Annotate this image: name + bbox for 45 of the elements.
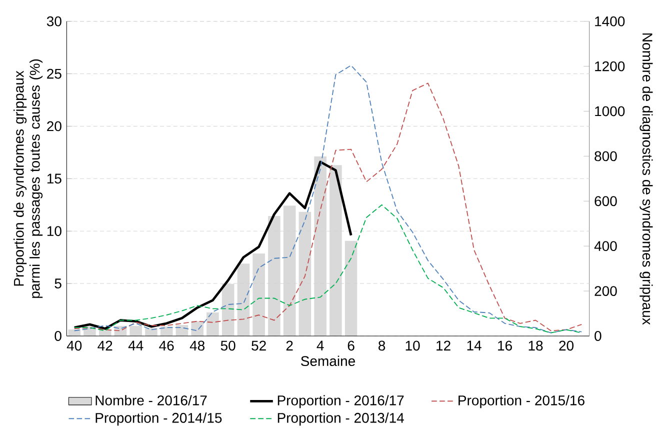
x-tick-label: 8 — [378, 340, 386, 351]
y-tick-label: 0 — [54, 331, 62, 341]
y2-tick-label: 1400 — [595, 16, 625, 26]
legend-label: Proportion - 2015/16 — [458, 395, 584, 408]
y-tick-label: 10 — [47, 226, 62, 236]
y2-tick-label: 1000 — [595, 106, 625, 116]
x-tick-label: 44 — [128, 340, 144, 350]
y-axis-title: Proportion de syndromes grippaux parmi les passages toutes causes (%) — [14, 59, 43, 298]
y-tick-label: 20 — [47, 121, 62, 132]
line-series — [73, 160, 352, 330]
x-tick-label: 48 — [190, 340, 205, 351]
x-tick-label: 46 — [159, 340, 174, 351]
x-tick-label: 14 — [467, 340, 482, 350]
bar — [145, 328, 158, 336]
legend-label: Nombre - 2016/17 — [96, 395, 207, 406]
y2-tick-label: 600 — [594, 196, 617, 206]
x-tick-label: 42 — [98, 340, 112, 350]
y2-tick-label: 800 — [594, 151, 617, 162]
x-tick-label: 50 — [220, 340, 236, 351]
x-tick-label: 52 — [252, 340, 266, 351]
x-tick-label: 40 — [66, 340, 82, 351]
y2-tick-label: 0 — [594, 331, 602, 341]
x-tick-label: 4 — [316, 340, 324, 350]
y2-tick-label: 1200 — [595, 61, 625, 72]
y-tick-label: 25 — [47, 68, 62, 79]
y-tick-label: 15 — [47, 174, 62, 184]
bar — [206, 312, 219, 336]
bar — [130, 326, 142, 336]
legend-label: Proportion - 2013/14 — [278, 412, 404, 426]
y2-axis-title: Nombre de diagnostics de syndromes grippaux — [640, 34, 653, 325]
x-tick-label: 10 — [406, 340, 420, 351]
y2-tick-label: 200 — [594, 286, 617, 296]
x-tick-label: 12 — [436, 340, 450, 350]
x-tick-label: 6 — [348, 340, 354, 351]
y2-tick-label: 400 — [594, 241, 617, 252]
x-axis-title: Semaine — [301, 356, 355, 366]
x-tick-label: 18 — [528, 340, 543, 351]
legend-label: Proportion - 2016/17 — [278, 395, 404, 408]
x-tick-label: 16 — [498, 340, 512, 351]
line-series — [74, 204, 582, 334]
y-tick-label: 30 — [46, 16, 62, 26]
x-tick-label: 2 — [286, 340, 293, 350]
y-tick-label: 5 — [54, 278, 62, 288]
x-tick-label: 20 — [559, 340, 574, 351]
legend-label: Proportion - 2014/15 — [96, 412, 222, 426]
